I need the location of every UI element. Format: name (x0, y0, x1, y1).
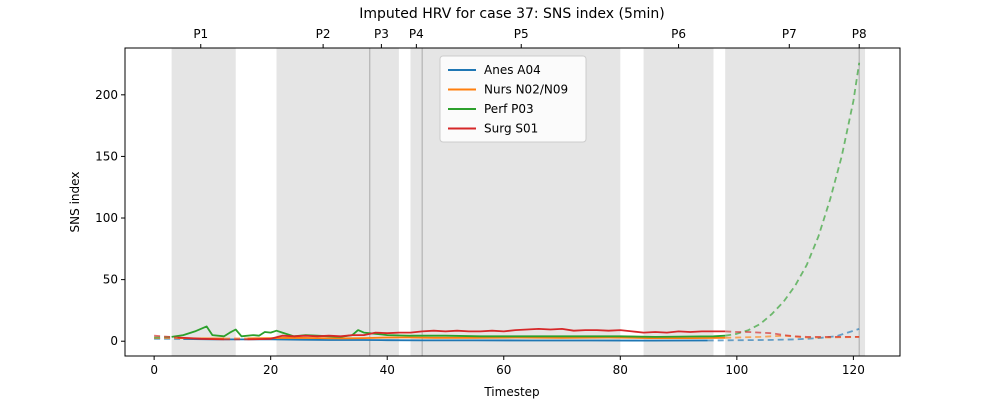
series-line-4-segment-5 (725, 330, 860, 338)
x-tick-label-20: 20 (263, 363, 278, 377)
series-line-2-segment-4 (247, 336, 726, 340)
phase-tick-label-P5: P5 (514, 27, 529, 41)
series-line-4-segment-2 (177, 336, 225, 341)
phase-span-4 (410, 48, 423, 356)
legend-label-3: Perf P03 (484, 102, 534, 116)
phase-tick-label-P6: P6 (671, 27, 686, 41)
y-tick-label-150: 150 (95, 149, 118, 163)
y-tick-label-100: 100 (95, 211, 118, 225)
series-line-1-segment-2 (183, 338, 708, 342)
legend-label-1: Anes A04 (484, 63, 541, 77)
x-tick-label-40: 40 (380, 363, 395, 377)
phase-span-1 (171, 48, 236, 356)
phase-tick-label-P4: P4 (409, 27, 424, 41)
legend-label-2: Nurs N02/N09 (484, 83, 568, 97)
series-line-3-segment-3 (725, 62, 861, 337)
legend-label-4: Surg S01 (484, 122, 538, 136)
phase-tick-label-P7: P7 (782, 27, 797, 41)
series-line-4-segment-1 (154, 334, 178, 339)
y-tick-label-200: 200 (95, 88, 118, 102)
phase-tick-label-P1: P1 (193, 27, 208, 41)
x-tick-label-120: 120 (842, 363, 865, 377)
phase-span-8 (859, 48, 866, 356)
phase-tick-label-P2: P2 (316, 27, 331, 41)
chart-title: Imputed HRV for case 37: SNS index (5min… (359, 6, 664, 22)
phase-span-7 (725, 48, 860, 356)
phase-span-3 (369, 48, 399, 356)
plot-area: 0 20 40 60 80 100 120 0 50 100 150 200 P1 P2 P3 P4 P5 P6 P… (95, 27, 901, 377)
phase-span-6 (643, 48, 714, 356)
legend: Anes A04 Nurs N02/N09 Perf P03 Surg S01 (439, 55, 587, 143)
x-tick-label-80: 80 (613, 363, 628, 377)
y-tick-label-50: 50 (103, 273, 118, 287)
plot-frame (124, 47, 901, 357)
legend-box (439, 55, 587, 143)
series-group (154, 62, 861, 342)
phase-span-2 (276, 48, 370, 356)
x-tick-label-0: 0 (150, 363, 158, 377)
x-tick-label-100: 100 (725, 363, 748, 377)
y-tick-label-0: 0 (110, 334, 118, 348)
series-line-4-segment-4 (247, 327, 726, 341)
x-tick-label-60: 60 (496, 363, 511, 377)
x-axis-label: Timestep (483, 385, 539, 399)
phase-tick-label-P3: P3 (374, 27, 389, 41)
y-axis-label: SNS index (68, 172, 82, 233)
phase-tick-label-P8: P8 (852, 27, 867, 41)
